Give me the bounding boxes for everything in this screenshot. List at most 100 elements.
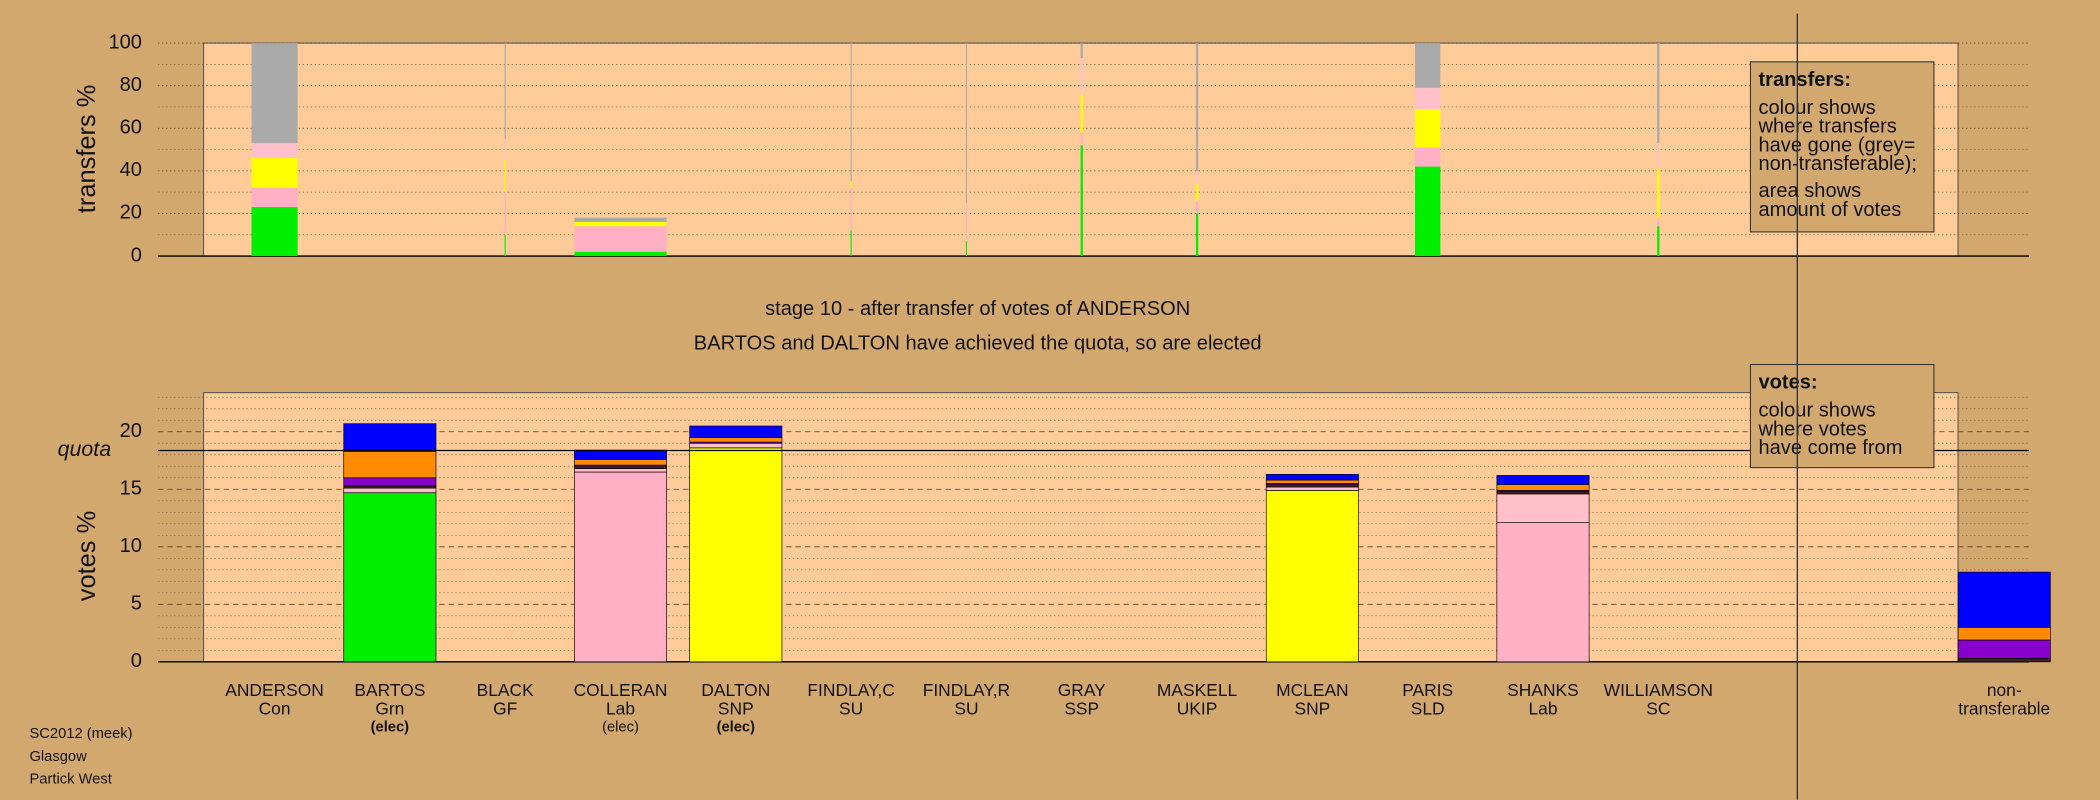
y-tick-label: 0	[131, 244, 142, 266]
x-tick-label: GRAY	[1058, 680, 1106, 700]
legend-text: colour shows	[1758, 400, 1875, 422]
chart-title: stage 10 - after transfer of votes of AN…	[765, 298, 1190, 320]
bar-segment	[1496, 493, 1590, 523]
x-tick-sublabel: GF	[493, 699, 517, 719]
x-tick-label: COLLERAN	[574, 680, 668, 700]
x-tick-label: SHANKS	[1507, 680, 1579, 700]
x-tick-sublabel: SSP	[1064, 699, 1099, 719]
bar-segment	[1496, 522, 1590, 663]
bar-segment	[343, 477, 437, 487]
bar-segment	[1265, 490, 1359, 663]
status-label: (elec)	[371, 719, 410, 735]
bar-segment	[1496, 491, 1590, 495]
bar-segment	[1195, 170, 1199, 184]
x-tick-sublabel: Grn	[375, 699, 404, 719]
bar-segment	[343, 450, 437, 479]
y-tick-label: 20	[120, 202, 142, 224]
bar-segment	[965, 202, 968, 242]
bar-segment	[251, 207, 298, 257]
x-tick-label: DALTON	[701, 680, 770, 700]
bar-segment	[1957, 639, 2051, 659]
quota-label: quota	[58, 437, 112, 461]
x-tick-sublabel: SU	[839, 699, 863, 719]
legend-text: area shows	[1758, 180, 1861, 202]
bar-segment	[850, 230, 852, 257]
y-tick-label: 80	[120, 74, 142, 96]
bar-segment	[1195, 43, 1199, 171]
footer-text: SC2012 (meek)	[29, 726, 132, 742]
bar-segment	[574, 251, 667, 257]
bar-segment	[1195, 183, 1199, 201]
bar-segment	[1265, 484, 1359, 488]
bar-segment	[1657, 168, 1660, 218]
status-label: (elec)	[717, 719, 756, 735]
y-tick-label: 0	[131, 650, 142, 672]
x-tick-sublabel: UKIP	[1177, 699, 1218, 719]
bar-segment	[1080, 43, 1083, 58]
y-axis-label: votes %	[73, 511, 101, 602]
bar-segment	[504, 160, 506, 193]
x-tick-sublabel: Lab	[606, 699, 635, 719]
bar-segment	[251, 43, 298, 144]
y-axis-label: transfers %	[73, 85, 101, 214]
bar-segment	[1657, 217, 1660, 227]
bar-segment	[850, 43, 852, 182]
bar-segment	[1657, 143, 1660, 169]
y-tick-label: 20	[120, 420, 142, 442]
x-tick-label: BLACK	[477, 680, 534, 700]
bar-segment	[343, 423, 437, 452]
bar-segment	[1414, 43, 1441, 88]
footer-text: Partick West	[29, 772, 111, 788]
x-tick-sublabel: SNP	[1294, 699, 1330, 719]
bar-segment	[689, 437, 783, 443]
x-tick-sublabel: transferable	[1958, 699, 2050, 719]
legend-text: where transfers	[1757, 116, 1896, 138]
legend-text: colour shows	[1758, 97, 1875, 119]
legend-text: where votes	[1757, 418, 1866, 440]
x-tick-sublabel: SC	[1646, 699, 1670, 719]
bar-segment	[574, 471, 667, 663]
bar-segment	[1080, 145, 1083, 257]
plot-frame	[203, 392, 1959, 663]
legend-box	[1749, 363, 1935, 469]
legend-text: have come from	[1758, 437, 1902, 459]
bar-segment	[574, 449, 667, 460]
bar-segment	[1080, 132, 1083, 146]
bar-segment	[251, 143, 298, 159]
bar-segment	[689, 447, 783, 663]
legend-title: transfers:	[1758, 69, 1851, 91]
x-tick-label: FINDLAY,R	[923, 680, 1010, 700]
y-tick-label: 100	[108, 31, 142, 53]
legend-title: votes:	[1758, 372, 1817, 394]
bar-segment	[689, 442, 783, 449]
bar-segment	[251, 187, 298, 208]
bar-segment	[1496, 475, 1590, 486]
x-tick-sublabel: SNP	[718, 699, 754, 719]
bar-segment	[574, 459, 667, 466]
x-tick-label: MASKELL	[1157, 680, 1238, 700]
bar-segment	[1496, 484, 1590, 491]
x-tick-label: PARIS	[1402, 680, 1453, 700]
x-tick-label: WILLIAMSON	[1604, 680, 1713, 700]
bar-segment	[504, 138, 506, 161]
y-tick-label: 40	[120, 159, 142, 181]
x-tick-label: MCLEAN	[1276, 680, 1349, 700]
bar-segment	[965, 43, 968, 203]
bar-segment	[574, 217, 667, 222]
bar-segment	[1414, 109, 1441, 148]
bar-segment	[251, 158, 298, 188]
x-tick-sublabel: SU	[954, 699, 978, 719]
legend-text: non-transferable);	[1758, 153, 1916, 175]
x-tick-label: BARTOS	[354, 680, 425, 700]
bar-segment	[574, 464, 667, 469]
bar-segment	[504, 234, 506, 257]
legend-box	[1749, 61, 1935, 233]
bar-segment	[1414, 147, 1441, 167]
bar-segment	[1657, 226, 1660, 257]
y-tick-label: 10	[120, 535, 142, 557]
bar-segment	[504, 192, 506, 235]
y-tick-label: 5	[131, 593, 142, 615]
legend-text: amount of votes	[1758, 199, 1901, 221]
x-tick-sublabel: Lab	[1528, 699, 1557, 719]
